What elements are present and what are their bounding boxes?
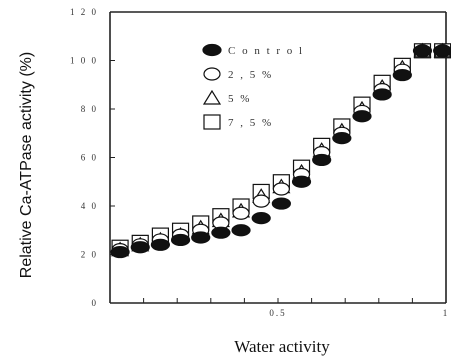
y-tick-label: 1 2 0 bbox=[70, 7, 98, 17]
legend-marker bbox=[202, 43, 222, 57]
data-point bbox=[232, 206, 250, 220]
data-point bbox=[191, 231, 211, 244]
data-point bbox=[170, 233, 191, 247]
data-point bbox=[271, 197, 291, 210]
y-tick-label: 2 0 bbox=[81, 250, 98, 260]
data-point bbox=[332, 132, 352, 145]
y-tick-label: 8 0 bbox=[81, 104, 98, 114]
x-tick-label: 0.5 bbox=[269, 308, 286, 318]
data-point bbox=[372, 88, 392, 101]
legend: C o n t r o l 2 , 5 % 5 % 7 , 5 % bbox=[202, 43, 304, 130]
data-point bbox=[110, 245, 130, 259]
x-axis-label: Water activity bbox=[234, 337, 330, 356]
data-point bbox=[312, 153, 332, 167]
data-point bbox=[433, 44, 451, 57]
y-tick-label: 4 0 bbox=[81, 201, 98, 211]
data-point bbox=[211, 226, 231, 239]
data-point bbox=[291, 175, 312, 188]
data-point bbox=[272, 182, 290, 196]
y-tick-label: 0 bbox=[92, 298, 99, 308]
data-point bbox=[130, 241, 150, 254]
data-point bbox=[252, 194, 270, 208]
legend-marker bbox=[203, 114, 221, 130]
data-point bbox=[231, 224, 251, 237]
x-tick-label: 1 bbox=[443, 308, 450, 318]
y-tick-label: 1 0 0 bbox=[70, 56, 98, 66]
legend-label: C o n t r o l bbox=[228, 45, 304, 57]
series-0 bbox=[110, 44, 451, 259]
legend-label: 2 , 5 % bbox=[228, 69, 273, 81]
y-ticks: 0 2 0 4 0 6 0 8 0 1 0 0 1 2 0 bbox=[70, 7, 115, 308]
x-ticks: 0.5 1 bbox=[143, 298, 450, 318]
legend-label: 5 % bbox=[228, 93, 251, 105]
data-point bbox=[150, 238, 170, 251]
data-points bbox=[110, 42, 451, 259]
data-point bbox=[251, 212, 271, 225]
data-point bbox=[412, 44, 433, 57]
data-point bbox=[352, 110, 372, 123]
data-point bbox=[392, 68, 412, 82]
legend-marker bbox=[203, 67, 221, 81]
y-tick-label: 6 0 bbox=[81, 153, 98, 163]
legend-marker bbox=[202, 89, 222, 105]
legend-label: 7 , 5 % bbox=[228, 117, 273, 129]
